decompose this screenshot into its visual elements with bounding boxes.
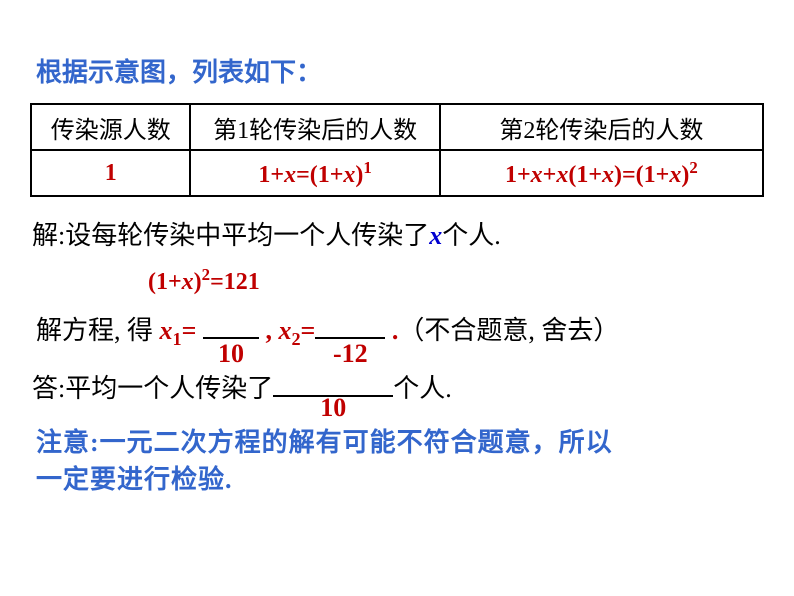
th-round1: 第1轮传染后的人数 bbox=[190, 104, 439, 150]
th-round2: 第2轮传染后的人数 bbox=[440, 104, 763, 150]
equation: (1+x)2=121 bbox=[148, 265, 764, 296]
td-source: 1 bbox=[31, 150, 190, 196]
table-data-row: 1 1+x=(1+x)1 1+x+x(1+x)=(1+x)2 bbox=[31, 150, 763, 196]
solution-setup: 解:设每轮传染中平均一个人传染了x个人. bbox=[32, 215, 764, 257]
td-round2: 1+x+x(1+x)=(1+x)2 bbox=[440, 150, 763, 196]
heading: 根据示意图，列表如下： bbox=[36, 52, 764, 89]
note: 注意:一元二次方程的解有可能不符合题意，所以 一定要进行检验. bbox=[36, 424, 764, 499]
x1-value: 10 bbox=[203, 333, 259, 375]
td-round1: 1+x=(1+x)1 bbox=[190, 150, 439, 196]
answer-value: 10 bbox=[273, 387, 393, 429]
infection-table: 传染源人数 第1轮传染后的人数 第2轮传染后的人数 1 1+x=(1+x)1 1… bbox=[30, 103, 764, 197]
th-source: 传染源人数 bbox=[31, 104, 190, 150]
answer-line: 答:平均一个人传染了10个人. bbox=[32, 368, 764, 410]
table-header-row: 传染源人数 第1轮传染后的人数 第2轮传染后的人数 bbox=[31, 104, 763, 150]
roots-line: 解方程, 得 x1= 10 , x2=-12 .（不合题意, 舍去） bbox=[36, 310, 764, 354]
